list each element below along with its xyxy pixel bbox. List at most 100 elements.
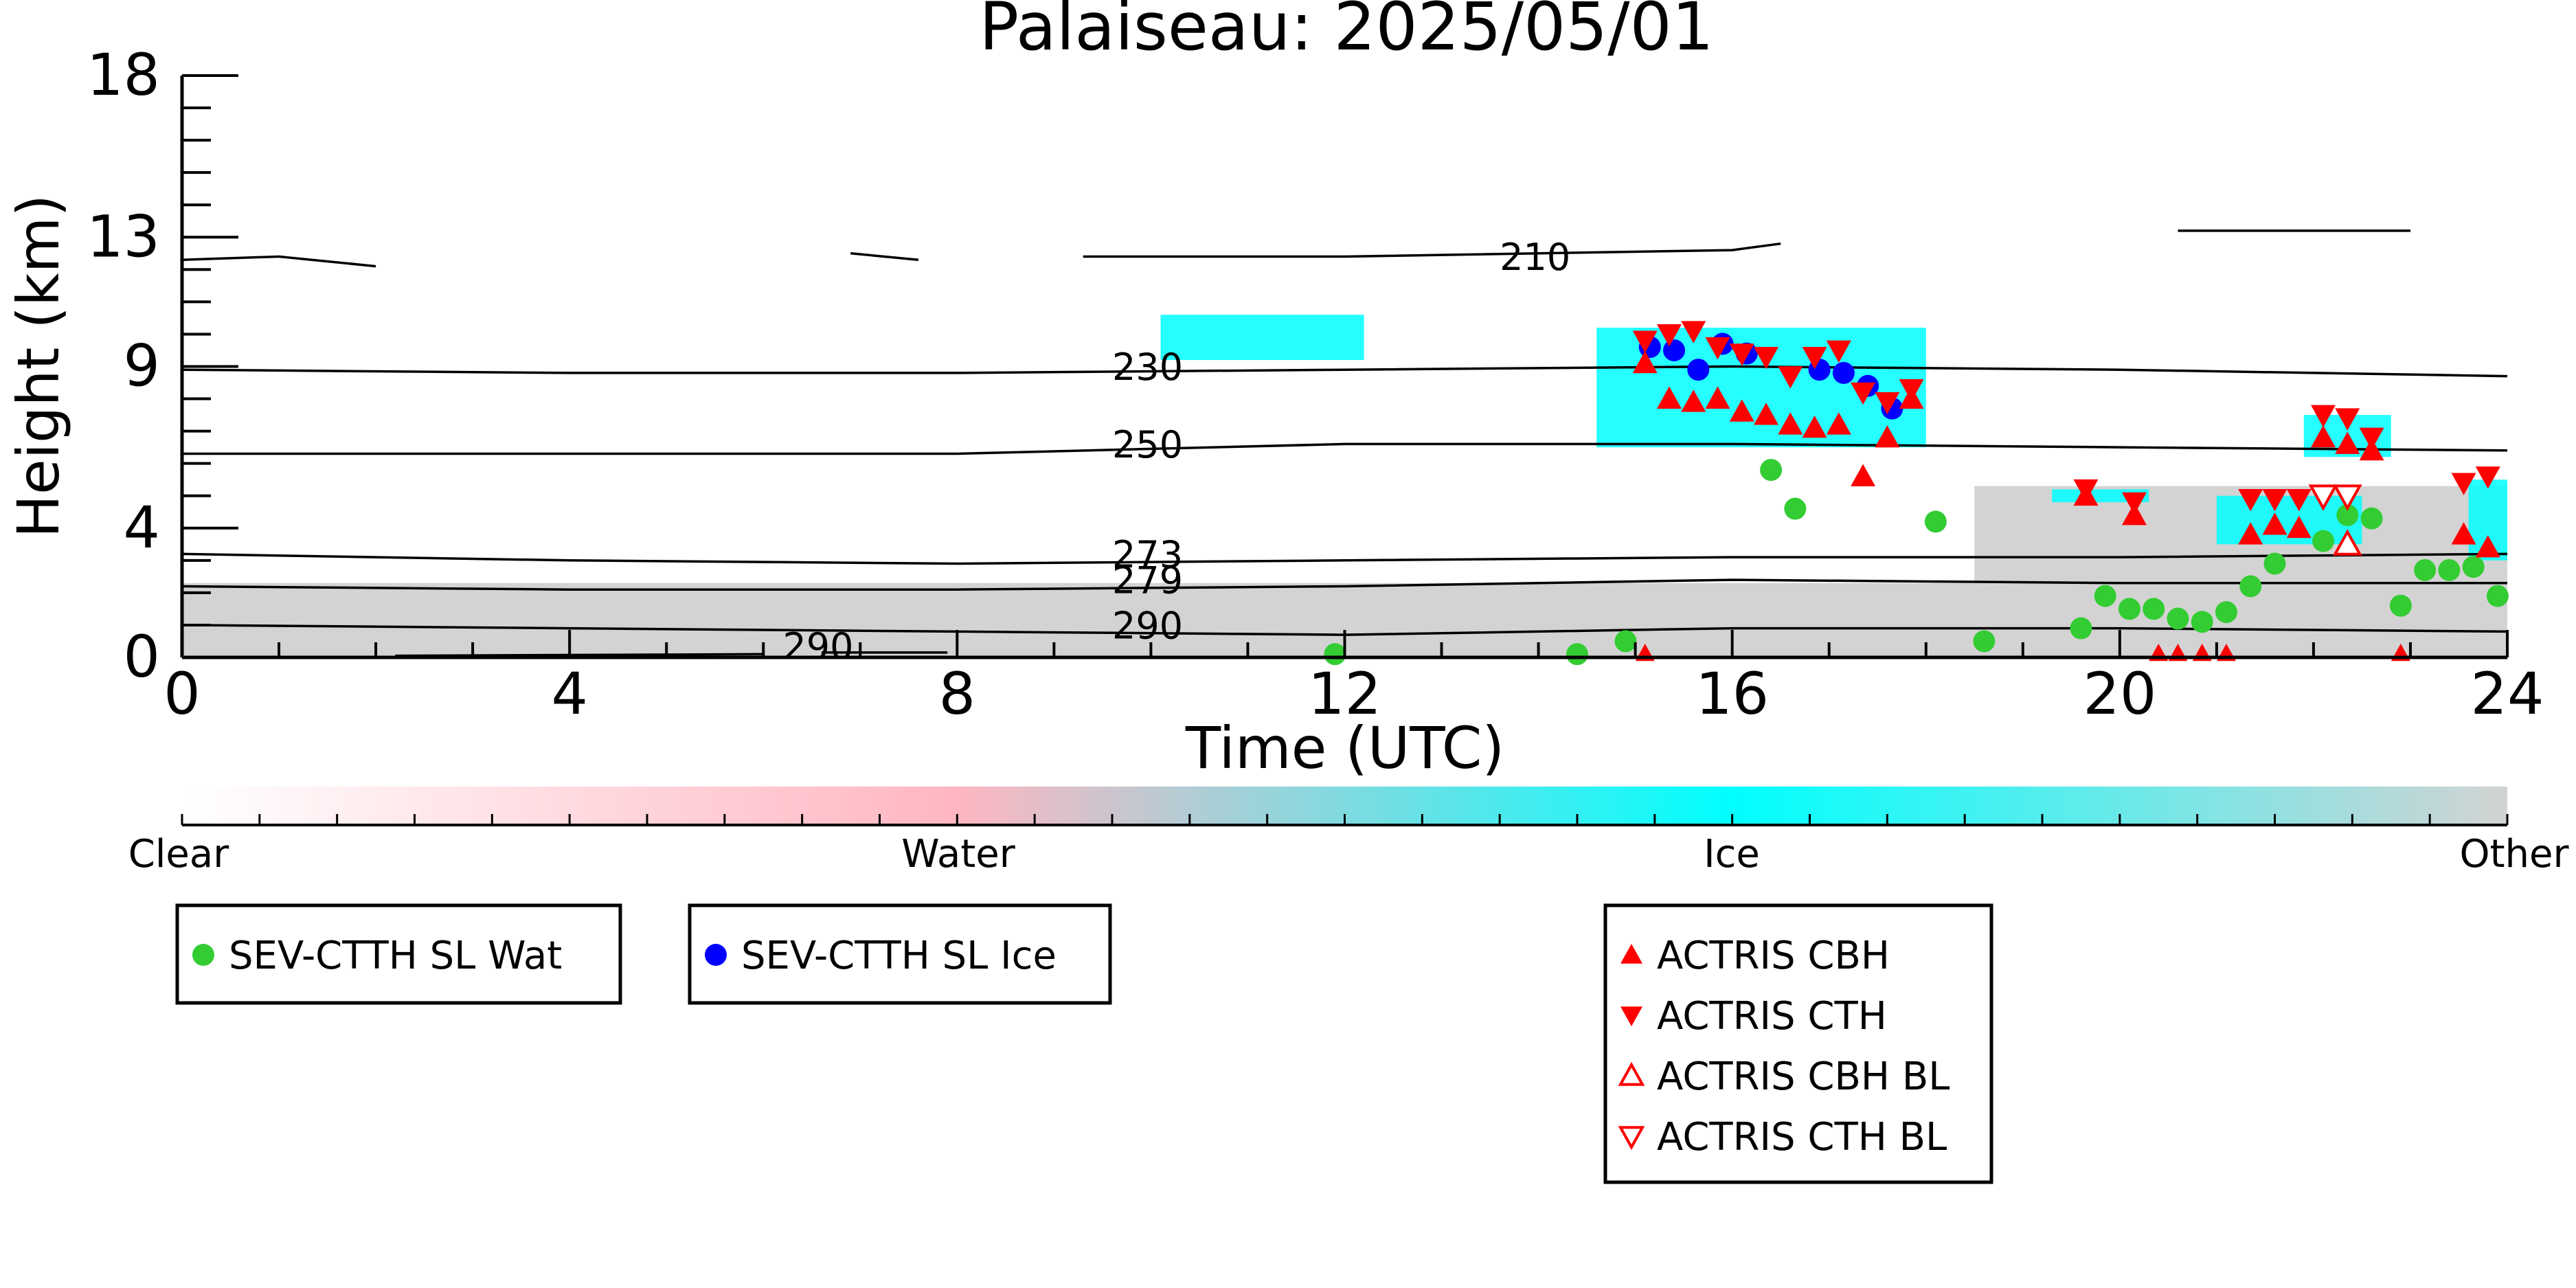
legend-label-sev-ctth-sl-wat: SEV-CTTH SL Wat — [229, 934, 562, 978]
actris-cth-point-11 — [1899, 379, 1924, 402]
contour-210-line-0-2 — [1083, 242, 1781, 258]
x-tick-label-16: 16 — [1695, 660, 1769, 727]
sev-ctth-sl-wat-point-8 — [2094, 585, 2116, 607]
data-markers — [1324, 321, 2509, 666]
actris-cth-point-0 — [1632, 330, 1658, 353]
sev-ctth-sl-wat-point-3 — [1760, 459, 1783, 482]
legend-label-actris-cth: ACTRIS CTH — [1657, 994, 1887, 1039]
chart-title: Palaiseau: 2025/05/01 — [979, 0, 1714, 65]
contour-label-279: 279 — [1112, 558, 1183, 602]
axes: 0 4 8 12 16 20 24 0 4 9 13 18 — [87, 41, 2544, 727]
contour-label-290: 290 — [1112, 604, 1183, 647]
legend-label-actris-cth-bl: ACTRIS CTH BL — [1657, 1115, 1947, 1160]
y-tick-label-13: 13 — [87, 203, 160, 270]
sev-ctth-sl-wat-point-15 — [2263, 552, 2286, 575]
sev-ctth-sl-wat-point-17 — [2336, 504, 2359, 526]
actris-cth-point-13 — [2121, 492, 2147, 515]
sev-ctth-sl-wat-point-20 — [2414, 558, 2437, 581]
legend-marker-sev-ctth-sl-wat — [192, 944, 214, 966]
actris-cbh-point-8 — [1826, 412, 1851, 435]
legend-marker-actris-cth — [1620, 1006, 1642, 1026]
actris-cbh-point-6 — [1778, 412, 1803, 435]
sev-ctth-sl-wat-point-7 — [2070, 617, 2092, 640]
actris-cth-point-4 — [1729, 343, 1754, 366]
contour-210-line-0-1 — [850, 252, 919, 261]
sev-ctth-sl-wat-point-9 — [2118, 598, 2140, 620]
sev-ctth-sl-ice-point-6 — [1832, 361, 1855, 384]
legends: SEV-CTTH SL Wat SEV-CTTH SL Ice ACTRIS CBH… — [175, 903, 1993, 1184]
actris-cth-point-2 — [1681, 321, 1706, 343]
sev-ctth-sl-wat-point-23 — [2486, 585, 2509, 607]
actris-cbh-point-0 — [1632, 350, 1658, 374]
contour-279-line-4-0 — [182, 578, 2507, 591]
sev-ctth-sl-wat-point-16 — [2312, 530, 2335, 552]
actris-cbh-point-20 — [2451, 522, 2476, 545]
actris-cth-point-6 — [1778, 366, 1803, 389]
x-tick-label-8: 8 — [939, 660, 975, 727]
actris-cth-point-5 — [1754, 346, 1779, 370]
actris-cbh-bl-point-0 — [2332, 529, 2362, 556]
contour-label-273: 273 — [1112, 533, 1183, 576]
legend-box1: SEV-CTTH SL Wat — [175, 903, 622, 1005]
sev-ctth-sl-wat-point-19 — [2389, 594, 2412, 617]
sev-ctth-sl-wat-point-6 — [1973, 630, 1996, 653]
layer-ice-6 — [1160, 315, 1364, 361]
legend-label-actris-cbh: ACTRIS CBH — [1657, 934, 1890, 978]
legend-marker-actris-cbh-bl — [1618, 1061, 1645, 1086]
actris-cth-point-18 — [2335, 408, 2360, 431]
colorbar-label-other: Other — [2459, 832, 2569, 877]
contour-250-line-2-0 — [182, 442, 2507, 455]
actris-cth-point-8 — [1826, 340, 1851, 363]
colorbar-label-ice: Ice — [1704, 832, 1760, 877]
contour-230-line-1-0 — [182, 365, 2507, 378]
actris-cth-point-10 — [1875, 392, 1900, 415]
actris-cbh-point-21 — [2475, 535, 2500, 558]
x-axis-label: Time (UTC) — [1185, 714, 1504, 782]
sev-ctth-sl-wat-point-13 — [2215, 601, 2237, 624]
x-tick-label-24: 24 — [2471, 660, 2544, 727]
y-tick-label-9: 9 — [124, 332, 160, 400]
legend-label-actris-cbh-bl: ACTRIS CBH BL — [1657, 1054, 1950, 1099]
contour-label-290: 290 — [782, 625, 853, 668]
x-tick-label-12: 12 — [1308, 660, 1381, 727]
y-tick-label-18: 18 — [87, 41, 160, 109]
y-axis-label: Height (km) — [5, 194, 72, 538]
legend-marker-sev-ctth-sl-ice — [705, 944, 727, 966]
y-tick-label-0: 0 — [124, 623, 160, 690]
actris-cbh-point-1 — [1656, 386, 1682, 409]
legend-marker-actris-cbh — [1620, 944, 1642, 964]
sev-ctth-sl-wat-point-21 — [2438, 558, 2461, 581]
actris-cth-point-20 — [2451, 473, 2476, 495]
sev-ctth-sl-wat-point-12 — [2191, 611, 2213, 633]
sev-ctth-sl-wat-point-18 — [2360, 507, 2383, 530]
actris-cbh-point-3 — [1705, 386, 1730, 409]
actris-cth-point-16 — [2286, 489, 2312, 512]
actris-cbh-point-4 — [1729, 399, 1754, 422]
sev-ctth-sl-wat-point-2 — [1614, 630, 1637, 653]
actris-cbh-point-5 — [1754, 403, 1779, 425]
legend-box3: ACTRIS CBH ACTRIS CTH ACTRIS CBH BL ACTRIS … — [1603, 903, 1993, 1184]
actris-cth-bl-point-1 — [2332, 484, 2362, 511]
sev-ctth-sl-ice-point-1 — [1663, 339, 1686, 361]
legend-box2: SEV-CTTH SL Ice — [688, 903, 1112, 1005]
legend-marker-actris-cth-bl — [1618, 1126, 1645, 1151]
sev-ctth-sl-wat-point-11 — [2167, 607, 2189, 630]
x-tick-label-4: 4 — [551, 660, 587, 727]
actris-cbh-point-18 — [2335, 431, 2360, 454]
sev-ctth-sl-wat-point-0 — [1324, 643, 1346, 666]
actris-cth-point-15 — [2262, 489, 2287, 512]
actris-cth-point-1 — [1656, 324, 1682, 347]
actris-cth-point-14 — [2238, 489, 2263, 512]
legend-label-sev-ctth-sl-ice: SEV-CTTH SL Ice — [741, 934, 1057, 978]
contour-label-230: 230 — [1112, 346, 1183, 389]
actris-cbh-point-2 — [1681, 389, 1706, 412]
actris-cbh-point-17 — [2311, 425, 2336, 448]
actris-cth-point-19 — [2359, 427, 2384, 451]
contour-label-210: 210 — [1500, 236, 1570, 279]
sev-ctth-sl-wat-point-14 — [2239, 575, 2262, 598]
contour-273-line-3-0 — [182, 552, 2507, 565]
sev-ctth-sl-wat-point-1 — [1566, 643, 1588, 666]
sev-ctth-sl-ice-point-2 — [1687, 359, 1710, 381]
sev-ctth-sl-wat-point-22 — [2462, 556, 2485, 578]
actris-cth-bl-point-0 — [2308, 484, 2338, 511]
